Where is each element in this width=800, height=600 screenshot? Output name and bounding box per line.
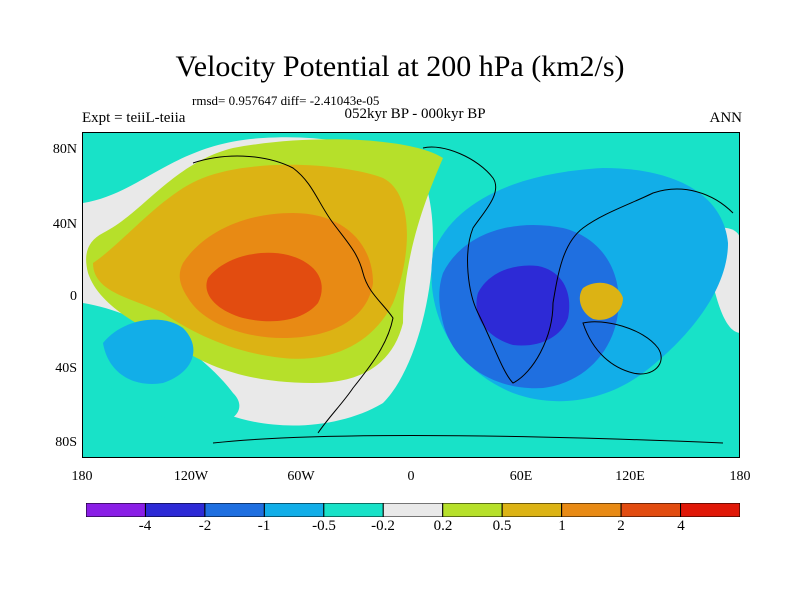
lon-label: 120E — [615, 469, 645, 484]
colorbar-box — [204, 503, 265, 517]
colorbar-label: 0.2 — [433, 518, 453, 534]
eurasia-africa-coast — [422, 146, 734, 384]
lon-label: 180 — [729, 469, 751, 484]
americas-coast — [192, 155, 394, 434]
plot-title: Velocity Potential at 200 hPa (km2/s) — [175, 50, 625, 83]
season-label: ANN — [709, 110, 743, 126]
lat-label: 0 — [70, 289, 77, 304]
contour-pos-max — [206, 252, 322, 322]
colorbar-box — [680, 503, 740, 517]
colorbar-box — [382, 503, 444, 517]
colorbar-label: 2 — [617, 518, 625, 534]
colorbar-label: -0.5 — [312, 518, 336, 534]
lon-label: 0 — [407, 469, 415, 484]
experiment-label: Expt = teiiL-teiia — [82, 110, 186, 126]
lon-label: 180 — [71, 469, 93, 484]
antarctica-coast — [212, 435, 724, 444]
rmsd-diff-stats: rmsd= 0.957647 diff= -2.41043e-05 — [192, 93, 380, 108]
contour-neg-weak-pacific — [103, 319, 194, 384]
colorbar-label: 0.5 — [492, 518, 512, 534]
lat-label: 80S — [55, 435, 77, 450]
contour-map — [83, 133, 739, 457]
lon-label: 120W — [173, 469, 209, 484]
australia-coast — [582, 321, 662, 375]
colorbar-label: -0.2 — [371, 518, 395, 534]
coastlines — [192, 146, 734, 444]
contour-pos-indonesia — [579, 282, 623, 320]
lat-label: 40N — [52, 217, 77, 232]
period-label: 052kyr BP - 000kyr BP — [344, 106, 486, 122]
colorbar-box — [620, 503, 682, 517]
colorbar-box — [86, 503, 146, 517]
colorbar-label: -2 — [198, 518, 212, 534]
lat-label: 40S — [55, 361, 77, 376]
colorbar-box — [501, 503, 563, 517]
colorbar-label: 1 — [558, 518, 566, 534]
contour-neg-max — [476, 265, 570, 346]
lon-label: 60W — [287, 469, 315, 484]
colorbar-box — [263, 503, 325, 517]
lat-label: 80N — [52, 142, 77, 157]
lon-label: 60E — [509, 469, 533, 484]
colorbar-box — [144, 503, 206, 517]
colorbar-label: -4 — [138, 518, 152, 534]
colorbar-box — [323, 503, 384, 517]
map-panel — [82, 132, 740, 458]
colorbar-box — [561, 503, 622, 517]
colorbar-label: -1 — [257, 518, 271, 534]
colorbar-label: 4 — [677, 518, 685, 534]
colorbar — [86, 503, 740, 517]
colorbar-box — [442, 503, 503, 517]
